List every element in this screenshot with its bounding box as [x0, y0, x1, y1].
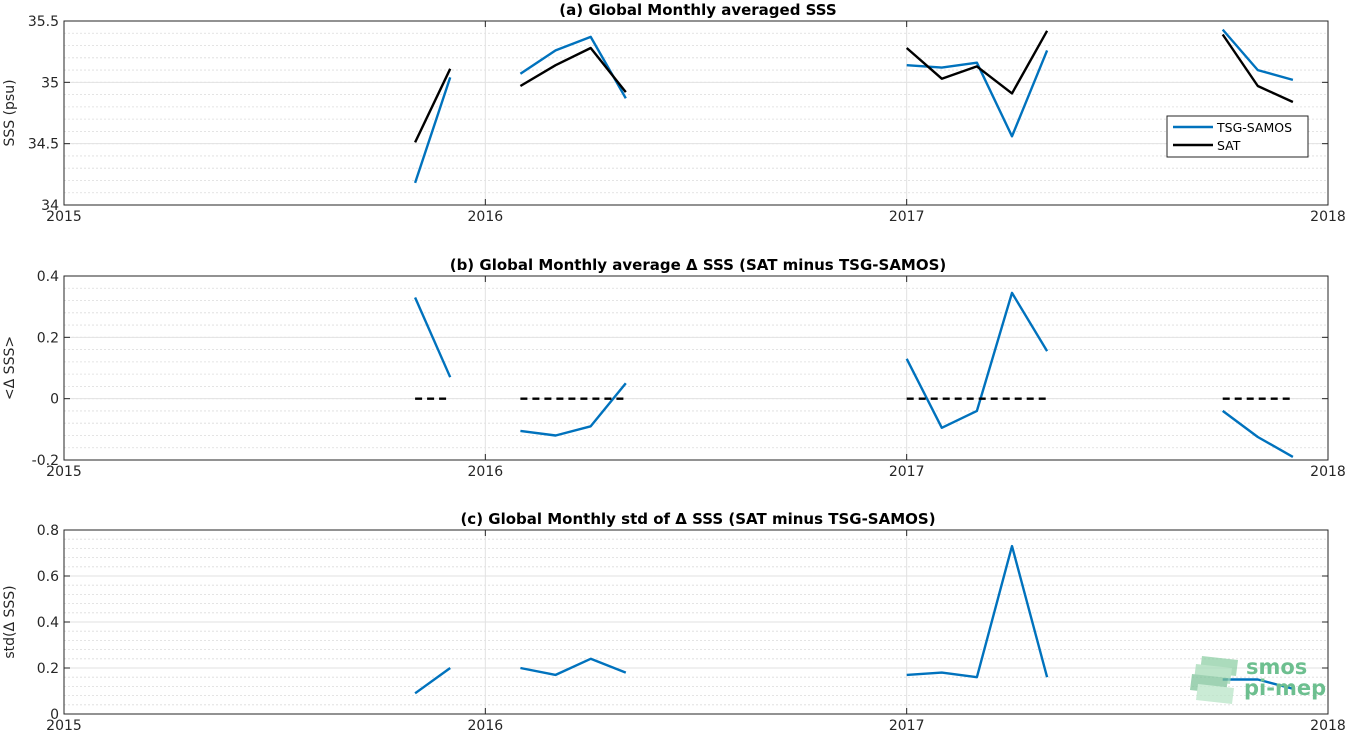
- y-tick-label: 0.8: [37, 523, 59, 539]
- smos-pimep-logo: smos pi-mep: [1190, 655, 1326, 704]
- chart-panel-1: 34 34.5 35 35.5 2015 2016 2017 2018 (a) Global M…: [2, 1, 1346, 225]
- y-tick-label: 0.2: [37, 330, 59, 346]
- x-tick-label: 2018: [1310, 209, 1346, 225]
- y-tick-label: 0.4: [37, 269, 59, 285]
- series-line-sat: [519, 46, 627, 93]
- y-tick-label: 0.2: [37, 661, 59, 677]
- series-line-series-1: [414, 667, 451, 695]
- chart-panel-2: -0.2 0 0.2 0.4 2015 2016 2017 2018 (b) Global Mo…: [2, 256, 1346, 480]
- y-axis-label: <Δ SSS>: [2, 336, 18, 400]
- y-tick-label: 35: [41, 75, 59, 91]
- x-tick-label: 2015: [46, 464, 82, 480]
- y-tick-label: 34: [41, 198, 59, 214]
- legend-label: TSG-SAMOS: [1216, 120, 1292, 135]
- plot-area: [64, 21, 1328, 205]
- plot-area: [64, 276, 1328, 460]
- x-tick-label: 2018: [1310, 464, 1346, 480]
- x-tick-label: 2016: [468, 464, 504, 480]
- series-line-series-1: [1221, 409, 1294, 458]
- x-tick-label: 2017: [889, 209, 925, 225]
- series-line-sat: [905, 30, 1049, 95]
- series-line-tsg-samos: [413, 77, 452, 184]
- x-tick-label: 2016: [468, 209, 504, 225]
- chart-title: (a) Global Monthly averaged SSS: [559, 1, 836, 19]
- series-line-tsg-samos: [906, 49, 1049, 138]
- y-axis-label: SSS (psu): [2, 79, 18, 146]
- legend-label: SAT: [1217, 138, 1241, 153]
- series-line-series-1: [906, 544, 1049, 679]
- series-line-sat: [414, 68, 452, 143]
- legend: TSG-SAMOS SAT: [1166, 115, 1309, 158]
- axes-frame: [63, 20, 1329, 206]
- logo-text-line1: smos: [1246, 655, 1307, 679]
- x-tick-label: 2017: [889, 718, 925, 734]
- x-tick-label: 2015: [46, 718, 82, 734]
- y-tick-label: 35.5: [28, 14, 59, 30]
- x-tick-label: 2017: [889, 464, 925, 480]
- y-tick-label: 0: [50, 707, 59, 723]
- series-line-sat: [1221, 33, 1294, 104]
- y-tick-label: 34.5: [28, 137, 59, 153]
- y-axis-label: std(Δ SSS): [2, 585, 18, 658]
- axes-frame: [63, 275, 1329, 461]
- chart-title: (b) Global Monthly average Δ SSS (SAT mi…: [450, 256, 947, 274]
- series-line-series-1: [1222, 678, 1294, 690]
- smos-pimep-logo-icon: [1190, 656, 1238, 704]
- series-line-series-1: [520, 657, 627, 677]
- y-tick-label: 0.4: [37, 615, 59, 631]
- chart-panel-3: 0 0.2 0.4 0.6 0.8 2015 2016 2017 2018 (c) Global …: [2, 510, 1346, 734]
- y-tick-label: 0: [50, 392, 59, 408]
- series-line-series-1: [520, 382, 627, 437]
- series-line-tsg-samos: [1221, 28, 1294, 82]
- y-tick-label: -0.2: [32, 453, 59, 469]
- logo-text-line2: pi-mep: [1244, 676, 1326, 700]
- x-tick-label: 2016: [468, 718, 504, 734]
- legend-box: [1166, 115, 1309, 158]
- series-line-tsg-samos: [519, 35, 627, 99]
- chart-title: (c) Global Monthly std of Δ SSS (SAT min…: [460, 510, 935, 528]
- series-line-series-1: [905, 291, 1049, 429]
- series-line-series-1: [414, 297, 452, 378]
- x-tick-label: 2018: [1310, 718, 1346, 734]
- x-tick-label: 2015: [46, 209, 82, 225]
- y-tick-label: 0.6: [37, 569, 59, 585]
